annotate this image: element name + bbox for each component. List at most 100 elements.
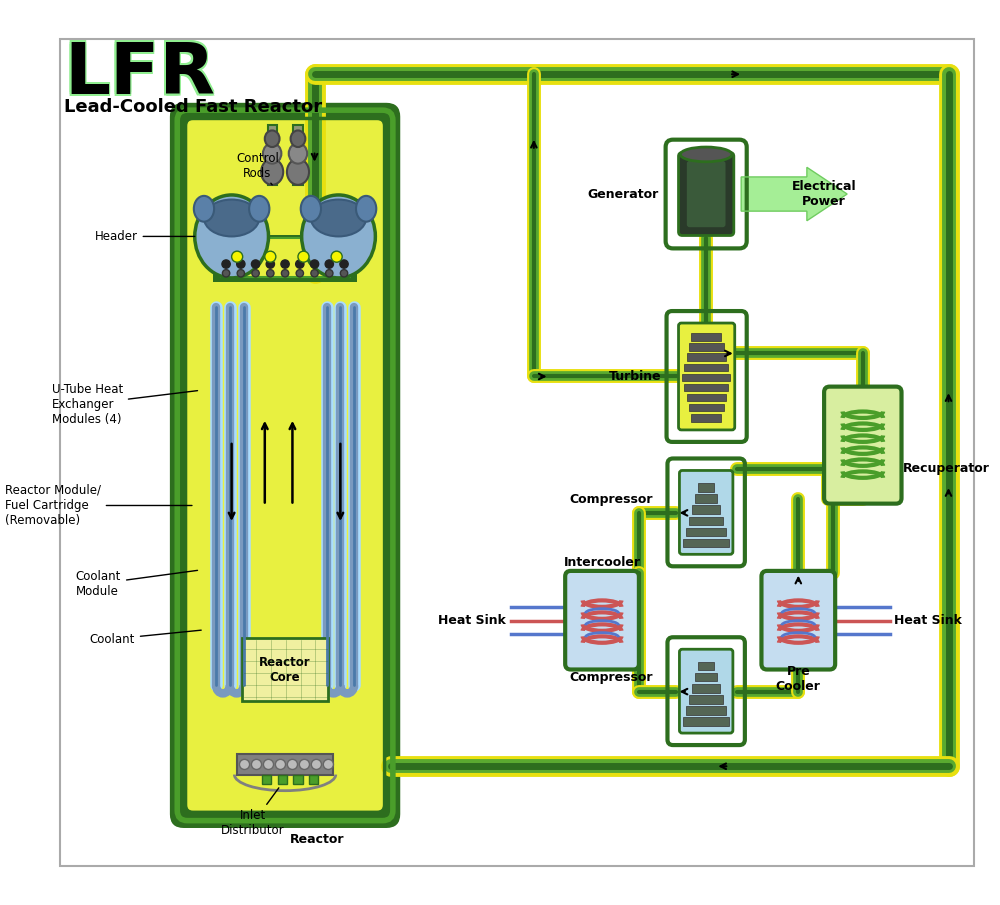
Ellipse shape (263, 143, 281, 164)
FancyBboxPatch shape (170, 103, 400, 828)
Ellipse shape (356, 195, 376, 222)
Ellipse shape (204, 200, 259, 236)
Ellipse shape (261, 159, 283, 185)
Ellipse shape (680, 147, 732, 162)
Circle shape (281, 270, 289, 277)
Circle shape (252, 270, 259, 277)
Bar (687, 394, 726, 401)
Bar (698, 662, 714, 671)
FancyBboxPatch shape (679, 323, 735, 430)
FancyBboxPatch shape (293, 125, 303, 185)
Circle shape (331, 252, 342, 262)
Bar (278, 775, 287, 784)
Polygon shape (741, 167, 847, 221)
Bar (689, 695, 723, 703)
Text: Inlet
Distributor: Inlet Distributor (221, 788, 285, 837)
Ellipse shape (302, 195, 375, 278)
FancyBboxPatch shape (221, 238, 350, 277)
Bar (686, 707, 726, 715)
Bar (689, 405, 724, 412)
Text: Coolant
Module: Coolant Module (76, 570, 198, 598)
Text: Pre
Cooler: Pre Cooler (776, 664, 821, 692)
FancyBboxPatch shape (679, 471, 733, 555)
Ellipse shape (195, 195, 268, 278)
Text: LFR: LFR (62, 38, 213, 108)
Text: LFR: LFR (62, 40, 213, 110)
Ellipse shape (287, 159, 309, 185)
Text: Generator: Generator (587, 187, 658, 201)
Ellipse shape (265, 130, 280, 147)
FancyBboxPatch shape (687, 161, 726, 227)
Circle shape (326, 270, 333, 277)
Bar (293, 775, 303, 784)
Ellipse shape (289, 143, 307, 164)
FancyBboxPatch shape (679, 649, 733, 733)
Circle shape (310, 260, 319, 268)
Text: LFR: LFR (64, 40, 215, 110)
Bar (686, 528, 726, 536)
Text: Heat Sink: Heat Sink (894, 614, 962, 627)
FancyBboxPatch shape (268, 125, 277, 185)
Circle shape (323, 759, 333, 769)
Text: Compressor: Compressor (569, 672, 653, 684)
Circle shape (237, 260, 245, 268)
Text: Control
Rods: Control Rods (236, 152, 279, 185)
Bar (684, 384, 728, 391)
Circle shape (275, 759, 286, 769)
FancyBboxPatch shape (824, 386, 902, 504)
Circle shape (265, 252, 276, 262)
Text: Lead-Cooled Fast Reactor: Lead-Cooled Fast Reactor (64, 99, 322, 116)
Ellipse shape (301, 195, 321, 222)
Circle shape (222, 270, 230, 277)
Circle shape (311, 270, 318, 277)
Circle shape (251, 260, 260, 268)
Text: LFR: LFR (64, 42, 215, 111)
Text: U-Tube Heat
Exchanger
Modules (4): U-Tube Heat Exchanger Modules (4) (52, 383, 198, 425)
Ellipse shape (194, 195, 214, 222)
Bar (695, 494, 717, 502)
Text: Reactor
Core: Reactor Core (259, 655, 311, 683)
Circle shape (296, 270, 303, 277)
Circle shape (267, 270, 274, 277)
Circle shape (222, 260, 230, 268)
Bar (687, 354, 726, 361)
Text: LFR: LFR (66, 42, 217, 111)
Ellipse shape (311, 200, 366, 236)
Text: Compressor: Compressor (569, 492, 653, 506)
FancyBboxPatch shape (237, 754, 333, 775)
Text: Electrical
Power: Electrical Power (792, 180, 856, 208)
Bar (695, 673, 717, 681)
Circle shape (239, 759, 250, 769)
Text: Heat Sink: Heat Sink (438, 614, 506, 627)
FancyBboxPatch shape (186, 119, 385, 813)
Circle shape (311, 759, 321, 769)
Bar (691, 333, 721, 340)
Text: Coolant: Coolant (89, 630, 201, 645)
Text: Header: Header (95, 230, 195, 243)
Bar (682, 374, 730, 381)
Circle shape (263, 759, 274, 769)
Text: LFR: LFR (62, 42, 213, 111)
Circle shape (232, 252, 243, 262)
Bar (689, 517, 723, 525)
Circle shape (299, 759, 309, 769)
Ellipse shape (291, 130, 305, 147)
Text: Reactor Module/
Fuel Cartridge
(Removable): Reactor Module/ Fuel Cartridge (Removabl… (5, 484, 192, 527)
Text: LFR: LFR (66, 40, 217, 110)
Bar (698, 483, 714, 491)
Bar (262, 775, 271, 784)
Bar (689, 343, 724, 350)
Bar (692, 684, 720, 692)
Circle shape (340, 270, 348, 277)
Circle shape (287, 759, 298, 769)
Text: Turbine: Turbine (609, 370, 662, 383)
Bar (691, 414, 721, 422)
Ellipse shape (249, 195, 269, 222)
Circle shape (251, 759, 262, 769)
Text: Intercooler: Intercooler (564, 556, 641, 569)
FancyBboxPatch shape (679, 153, 734, 235)
Text: LFR: LFR (66, 38, 217, 108)
Bar (683, 718, 729, 726)
Circle shape (298, 252, 309, 262)
Circle shape (325, 260, 333, 268)
